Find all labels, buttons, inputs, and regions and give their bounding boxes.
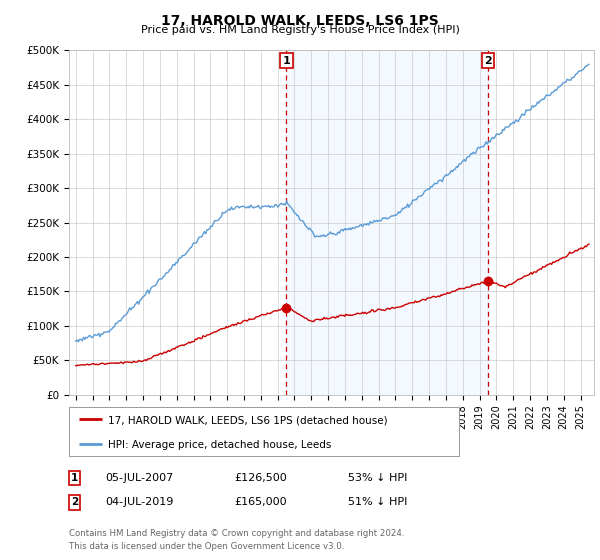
Text: 1: 1 [283, 55, 290, 66]
Bar [286, 50, 488, 395]
Text: 51% ↓ HPI: 51% ↓ HPI [348, 497, 407, 507]
Text: 53% ↓ HPI: 53% ↓ HPI [348, 473, 407, 483]
Text: 04-JUL-2019: 04-JUL-2019 [105, 497, 173, 507]
Text: Contains HM Land Registry data © Crown copyright and database right 2024.
This d: Contains HM Land Registry data © Crown c… [69, 529, 404, 550]
Text: £165,000: £165,000 [234, 497, 287, 507]
Text: 17, HAROLD WALK, LEEDS, LS6 1PS: 17, HAROLD WALK, LEEDS, LS6 1PS [161, 14, 439, 28]
Text: Price paid vs. HM Land Registry's House Price Index (HPI): Price paid vs. HM Land Registry's House … [140, 25, 460, 35]
Text: HPI: Average price, detached house, Leeds: HPI: Average price, detached house, Leed… [108, 440, 331, 450]
Text: £126,500: £126,500 [234, 473, 287, 483]
Text: 2: 2 [484, 55, 492, 66]
Text: 17, HAROLD WALK, LEEDS, LS6 1PS (detached house): 17, HAROLD WALK, LEEDS, LS6 1PS (detache… [108, 416, 388, 426]
Text: 2: 2 [71, 497, 78, 507]
Text: 1: 1 [71, 473, 78, 483]
Text: 05-JUL-2007: 05-JUL-2007 [105, 473, 173, 483]
